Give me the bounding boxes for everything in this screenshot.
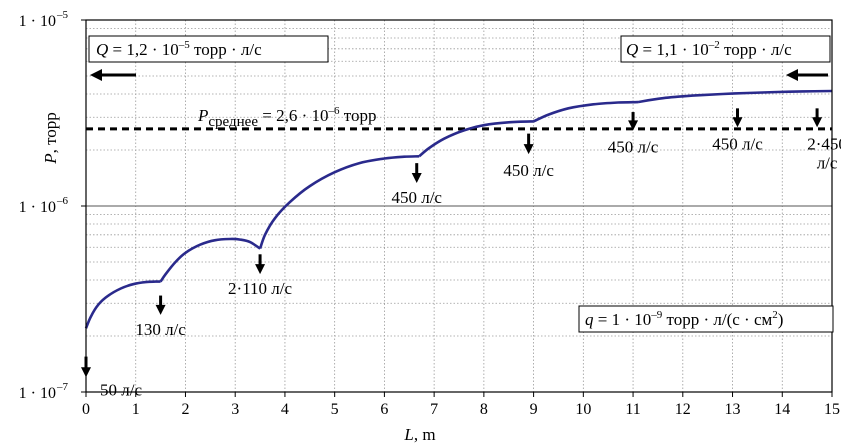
- q-left-exp: –5: [178, 39, 191, 51]
- x-tick-label: 3: [231, 401, 239, 418]
- q-small-exp: –9: [650, 309, 663, 321]
- pump-arrow: 130 л/с: [135, 295, 186, 339]
- pump-arrow-head: [523, 144, 534, 155]
- q-right-text: Q = 1,1 · 10–2 торр · л/с: [626, 39, 792, 59]
- y-tick-label: 1 · 10: [19, 13, 56, 30]
- q-left-unit: торр · л/с: [190, 40, 262, 59]
- pump-arrow: 450 л/с: [391, 163, 442, 207]
- average-line-label: Pсреднее = 2,6 · 10–6 торр: [197, 105, 376, 130]
- y-tick-exponent: –5: [56, 9, 69, 21]
- q-left-frame: [88, 35, 329, 63]
- pump-arrow: 2·110 л/с: [228, 254, 293, 298]
- axes: 0 1 2 3 4 5 6 7 8 9 10 11 12 13 14 151 · 10 –71 · 10 –61 …: [19, 9, 840, 418]
- x-axis-label: L, m: [403, 425, 435, 444]
- x-tick-label: 5: [331, 401, 339, 418]
- grid: [86, 20, 832, 392]
- q-right-value: = 1,1 · 10: [638, 40, 709, 59]
- pump-label: 450 л/с: [712, 134, 763, 153]
- x-tick-label: 0: [82, 401, 90, 418]
- pump-label: 50 л/с: [100, 380, 142, 399]
- pump-arrow-head: [628, 120, 639, 131]
- average-exp: –6: [327, 105, 340, 117]
- x-axis-unit: , m: [414, 425, 436, 444]
- q-small-value: = 1 · 10: [594, 310, 652, 329]
- y-tick-label: 1 · 10: [19, 199, 56, 216]
- y-tick-exponent: –6: [56, 195, 69, 207]
- pump-arrow: 450 л/с: [503, 133, 554, 180]
- pump-arrow-head: [812, 117, 823, 128]
- q-small-unit: торр · л/(с · см: [662, 310, 772, 329]
- y-tick-exponent: –7: [56, 381, 69, 393]
- q-small-box: q = 1 · 10–9 торр · л/(с · см2): [578, 305, 834, 333]
- x-tick-label: 7: [430, 401, 438, 418]
- x-tick-label: 11: [625, 401, 640, 418]
- q-small-text: q = 1 · 10–9 торр · л/(с · см2): [585, 309, 783, 329]
- pump-label: 2·110 л/с: [228, 279, 292, 298]
- q-right-exp: –2: [708, 39, 720, 51]
- q-left-text: Q = 1,2 · 10–5 торр · л/с: [96, 39, 262, 59]
- pump-label: 2·450: [807, 134, 841, 153]
- curve-segment: [637, 89, 833, 104]
- pressure-curve: [84, 89, 833, 329]
- q-left-box: Q = 1,2 · 10–5 торр · л/с: [88, 35, 329, 63]
- x-tick-label: 14: [774, 401, 790, 418]
- x-tick-label: 9: [530, 401, 538, 418]
- x-axis-symbol: L: [403, 425, 413, 444]
- q-left-symbol: Q: [96, 40, 108, 59]
- x-tick-label: 13: [725, 401, 741, 418]
- pump-label: 450 л/с: [503, 161, 554, 180]
- y-axis-symbol: P: [41, 153, 60, 164]
- pump-label: 450 л/с: [608, 137, 659, 156]
- x-tick-label: 6: [380, 401, 388, 418]
- x-tick-label: 4: [281, 401, 289, 418]
- x-tick-label: 12: [675, 401, 691, 418]
- y-tick-mantissa: 1 · 10: [19, 13, 56, 30]
- pump-arrow: 450 л/с: [608, 112, 659, 156]
- flow-arrow-right: [786, 69, 828, 81]
- pump-arrow-head: [732, 117, 743, 128]
- flow-arrow-left: [90, 69, 136, 81]
- curve-segment: [84, 280, 161, 329]
- pump-arrow-head: [411, 172, 422, 183]
- y-tick-label: 1 · 10: [19, 385, 56, 402]
- x-tick-label: 8: [480, 401, 488, 418]
- x-tick-label: 1: [132, 401, 140, 418]
- q-small-symbol: q: [585, 310, 594, 329]
- curve-segment: [258, 155, 420, 250]
- curve-segment: [159, 237, 261, 283]
- pump-arrow-head: [155, 304, 166, 315]
- pump-label: 450 л/с: [391, 188, 442, 207]
- curve-segment: [533, 100, 639, 123]
- average-line-group: Pсреднее = 2,6 · 10–6 торр: [86, 105, 832, 131]
- q-small-frame: [578, 305, 834, 333]
- pump-arrow-head: [255, 264, 266, 275]
- pump-arrow: 450 л/с: [712, 108, 763, 153]
- q-right-frame: [620, 35, 831, 63]
- y-axis-unit: , торр: [41, 112, 60, 153]
- average-value: = 2,6 · 10: [258, 106, 329, 125]
- pump-arrow: 50 л/с: [81, 356, 142, 399]
- curve-segment: [418, 120, 534, 158]
- q-right-symbol: Q: [626, 40, 638, 59]
- pump-markers: 50 л/с 130 л/с 2·110 л/с 450 л/с 450 л/с 450 …: [81, 108, 841, 399]
- q-right-box: Q = 1,1 · 10–2 торр · л/с: [620, 35, 831, 63]
- pump-label: 130 л/с: [135, 320, 186, 339]
- q-right-unit: торр · л/с: [720, 40, 792, 59]
- x-tick-label: 15: [824, 401, 840, 418]
- x-tick-label: 2: [181, 401, 189, 418]
- q-small-exp2: 2: [772, 309, 778, 321]
- average-unit: торр: [339, 106, 376, 125]
- x-tick-label: 10: [575, 401, 591, 418]
- y-axis-label: P, торр: [41, 112, 60, 165]
- pump-label-line2: л/с: [817, 153, 838, 172]
- average-sub: среднее: [208, 114, 258, 130]
- y-tick-mantissa: 1 · 10: [19, 385, 56, 402]
- y-tick-mantissa: 1 · 10: [19, 199, 56, 216]
- average-P: P: [197, 106, 208, 125]
- q-small-close: ): [778, 310, 784, 329]
- q-left-value: = 1,2 · 10: [108, 40, 179, 59]
